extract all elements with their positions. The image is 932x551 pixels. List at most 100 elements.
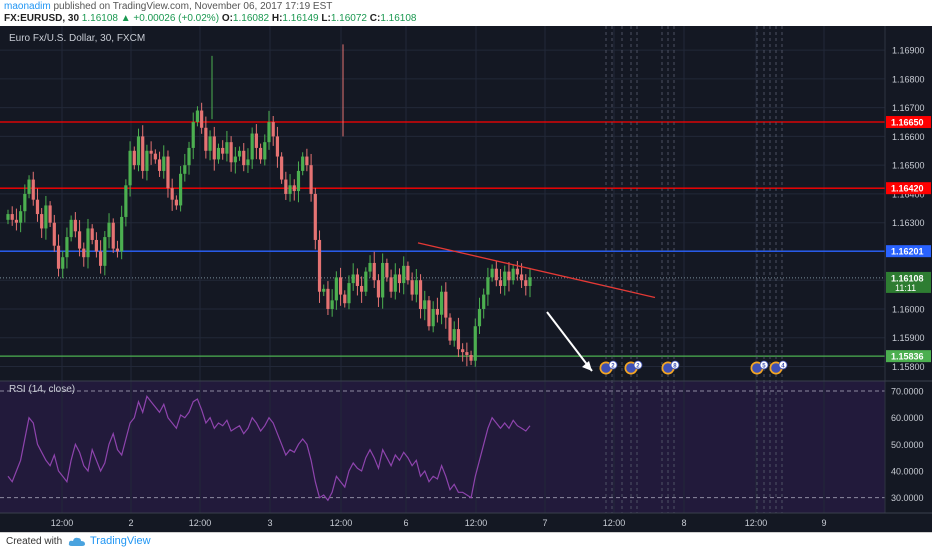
event-flags[interactable]: 2 2 8 5 4 <box>599 26 788 513</box>
candle-body <box>237 150 242 157</box>
rsi-axis-labels: 70.0000 60.0000 50.0000 40.0000 30.0000 <box>891 387 924 504</box>
x-tick-label: 12:00 <box>465 518 488 528</box>
countdown-label: 11:11 <box>895 283 916 293</box>
tradingview-cloud-icon <box>68 537 85 546</box>
candle-body <box>473 326 477 361</box>
candle-body <box>414 280 418 295</box>
candle-body <box>162 156 166 171</box>
close-value: 1.16108 <box>380 13 417 24</box>
level-tag <box>886 116 931 129</box>
candle-body <box>35 199 40 215</box>
candle-body <box>77 231 82 249</box>
candle-body <box>124 185 128 217</box>
candle-body <box>216 147 221 160</box>
candle-body <box>288 185 292 194</box>
candle-body <box>263 142 267 160</box>
candle-body <box>427 300 431 327</box>
candle-body <box>515 268 519 275</box>
candle-body <box>73 219 77 232</box>
candle-body <box>351 274 355 284</box>
candle-body <box>397 274 402 284</box>
trendline-group[interactable] <box>417 242 656 372</box>
candle-body <box>200 110 204 128</box>
candle-body <box>174 199 178 206</box>
level-tag-label: 1.16201 <box>891 247 924 257</box>
price-change: ▲ +0.00026 (+0.02%) <box>120 13 220 24</box>
candle-body <box>225 142 229 154</box>
candle-body <box>305 156 309 166</box>
level-tag-label: 1.16420 <box>891 184 924 194</box>
candle-body <box>145 150 149 171</box>
candle-body <box>31 179 35 200</box>
high-value: 1.16149 <box>282 13 319 24</box>
candle-body <box>233 156 237 163</box>
candle-body <box>183 165 187 174</box>
candle-body <box>250 133 254 160</box>
tradingview-brand[interactable]: TradingView <box>90 535 151 547</box>
candle-body <box>368 262 372 272</box>
event-count-badge <box>778 360 788 370</box>
candle-body <box>19 211 23 223</box>
event-flag-inner <box>601 363 611 373</box>
candle-body <box>469 354 473 361</box>
candle-body <box>477 308 482 327</box>
candle-body <box>322 288 326 292</box>
candle-body <box>410 280 414 295</box>
y-tick-label: 1.16500 <box>892 161 925 171</box>
candle-body <box>503 271 507 286</box>
publish-info: maonadim published on TradingView.com, N… <box>4 1 332 12</box>
candle-body <box>212 136 216 160</box>
event-flag-inner <box>752 363 762 373</box>
candle-body <box>381 262 385 298</box>
candle-body <box>498 280 503 286</box>
candle-body <box>402 265 406 284</box>
candle-body <box>187 147 191 166</box>
candle-body <box>65 237 69 258</box>
x-tick-label: 8 <box>681 518 686 528</box>
y-tick-label: 1.16800 <box>892 74 925 84</box>
candle-body <box>27 179 31 194</box>
rsi-tick-label: 30.0000 <box>891 493 924 503</box>
rsi-tick-label: 50.0000 <box>891 440 924 450</box>
candle-body <box>385 262 389 278</box>
candle-body <box>494 268 498 281</box>
candle-body <box>141 136 145 171</box>
candle-body <box>44 205 48 229</box>
candle-body <box>82 248 86 258</box>
candle-body <box>242 150 246 166</box>
symbol-label: FX:EURUSD, 30 <box>4 13 80 24</box>
candle-body <box>347 283 351 304</box>
y-tick-label: 1.16000 <box>892 304 925 314</box>
candle-body <box>56 245 61 269</box>
y-tick-label: 1.16600 <box>892 132 925 142</box>
candle-body <box>40 214 44 229</box>
y-tick-label: 1.15900 <box>892 333 925 343</box>
candle-body <box>456 329 461 350</box>
candle-body <box>267 122 271 143</box>
candle-body <box>170 188 174 200</box>
candle-body <box>452 329 456 341</box>
high-label: H: <box>271 13 283 24</box>
candles <box>6 44 532 367</box>
candle-body <box>136 136 141 166</box>
candle-body <box>511 268 515 281</box>
candle-body <box>90 228 94 240</box>
rsi-tick-label: 40.0000 <box>891 467 924 477</box>
candle-body <box>528 277 532 286</box>
candle-body <box>334 277 338 301</box>
level-tag-label: 1.15836 <box>891 352 924 362</box>
candle-body <box>258 147 263 160</box>
low-value: 1.16072 <box>330 13 367 24</box>
candle-body <box>507 271 511 281</box>
down-arrow-head <box>582 361 592 371</box>
candle-body <box>360 285 364 292</box>
candle-body <box>309 165 313 194</box>
x-tick-label: 12:00 <box>330 518 353 528</box>
author-link[interactable]: maonadim <box>4 1 51 12</box>
chart-canvas[interactable]: 2 2 8 5 4 1.16900 1.16800 1.16700 1.16600 1.1650… <box>0 26 932 532</box>
candle-body <box>376 280 381 298</box>
candle-body <box>153 153 157 160</box>
event-count: 2 <box>636 364 640 370</box>
candle-body <box>364 271 368 292</box>
